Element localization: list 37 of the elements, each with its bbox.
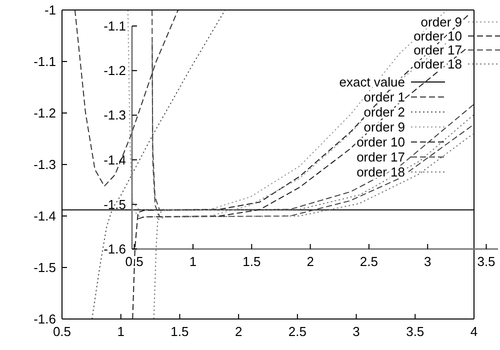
y-tick-label: -1.1 xyxy=(34,54,56,69)
x-tick-label: 3 xyxy=(424,254,432,269)
legend-label: order 18 xyxy=(414,56,462,72)
x-tick-label: 1 xyxy=(117,324,124,339)
x-tick-label: 2.5 xyxy=(288,324,306,339)
x-tick-label: 2 xyxy=(234,324,242,339)
legend-label: order 9 xyxy=(364,120,405,134)
x-tick-label: 3.5 xyxy=(477,254,496,269)
x-tick-label: 3 xyxy=(352,324,360,339)
legend-label: order 10 xyxy=(356,134,405,150)
x-tick-label: 1.5 xyxy=(242,254,261,269)
x-tick-label: 4 xyxy=(470,324,478,339)
y-tick-label: -1 xyxy=(44,2,56,18)
y-tick-label: -1.5 xyxy=(34,260,56,275)
y-tick-label: -1.4 xyxy=(34,208,56,224)
x-tick-label: 1 xyxy=(189,254,197,269)
x-tick-label: 2.5 xyxy=(360,254,378,269)
legend-label: order 10 xyxy=(414,28,462,44)
x-tick-label: 2 xyxy=(306,254,314,269)
y-tick-label: -1.3 xyxy=(104,108,126,123)
y-tick-label: -1.2 xyxy=(34,106,56,120)
legend-label: order 17 xyxy=(356,150,405,164)
y-tick-label: -1.5 xyxy=(104,196,126,212)
y-tick-label: -1.4 xyxy=(104,152,126,168)
y-tick-label: -1.2 xyxy=(104,63,126,78)
y-tick-label: -1.6 xyxy=(34,312,56,326)
x-tick-label: 3.5 xyxy=(406,324,424,339)
y-tick-label: -1.6 xyxy=(104,242,126,256)
x-tick-label: 1.5 xyxy=(170,324,189,339)
x-tick-label: 0.5 xyxy=(52,324,72,339)
legend-label: order 1 xyxy=(364,90,405,104)
x-tick-label: 0.5 xyxy=(125,254,144,269)
legend-label: order 17 xyxy=(414,42,462,58)
y-tick-label: -1.1 xyxy=(104,18,126,34)
legend-label: order 18 xyxy=(356,164,405,180)
legend-label: exact value xyxy=(339,74,405,90)
y-tick-label: -1.3 xyxy=(34,157,56,172)
